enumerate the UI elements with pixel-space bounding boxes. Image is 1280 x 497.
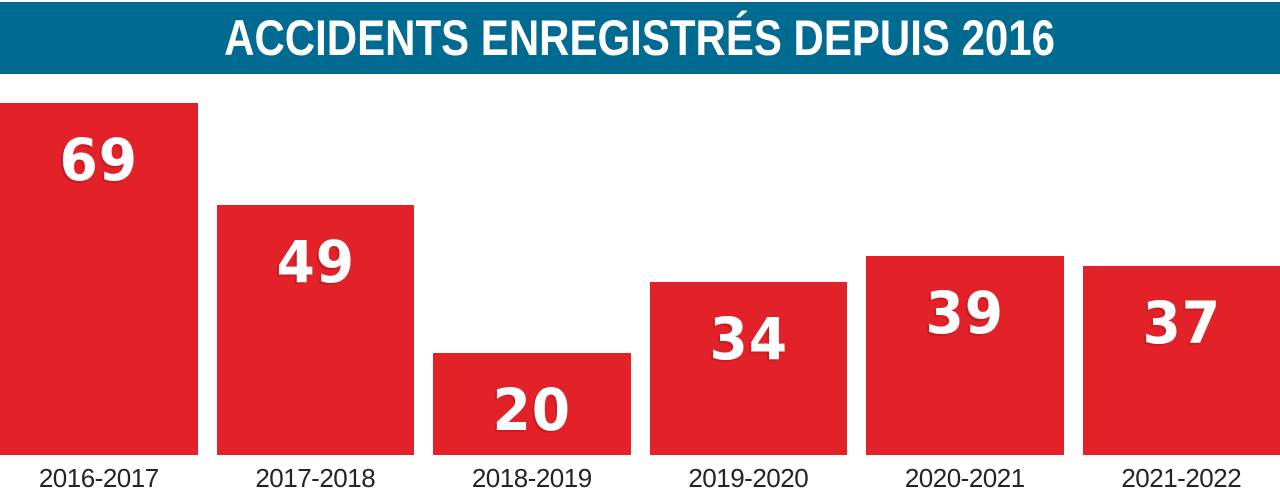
bar-value-label: 49: [275, 228, 355, 296]
x-axis-labels: 2016-2017 2017-2018 2018-2019 2019-2020 2020…: [0, 464, 1280, 493]
bar-2019-2020: 34: [649, 282, 847, 455]
bar-2016-2017: 69: [0, 103, 198, 455]
bar-chart: 69 49 20 34 39 37 2016-2017 2017-2018 2018-2019…: [0, 103, 1280, 493]
bar-value-label: 20: [492, 376, 572, 444]
bar-value-label: 37: [1141, 289, 1221, 357]
x-axis-label: 2021-2022: [1121, 463, 1242, 493]
bar-2017-2018: 49: [216, 205, 414, 455]
x-axis-label: 2018-2019: [471, 463, 592, 493]
chart-title: ACCIDENTS ENREGISTRÉS DEPUIS 2016: [224, 10, 1056, 66]
bar-value-label: 69: [59, 126, 139, 194]
x-axis-label: 2017-2018: [255, 463, 376, 493]
bar-value-label: 34: [708, 305, 788, 373]
bar-2020-2021: 39: [866, 256, 1064, 455]
x-axis-label: 2019-2020: [688, 463, 809, 493]
x-axis-label: 2016-2017: [38, 463, 159, 493]
bar-2021-2022: 37: [1082, 266, 1280, 455]
bars-area: 69 49 20 34 39 37: [0, 103, 1280, 455]
bar-value-label: 39: [925, 279, 1005, 347]
x-axis-label: 2020-2021: [904, 463, 1025, 493]
bar-2018-2019: 20: [433, 353, 631, 455]
chart-title-banner: ACCIDENTS ENREGISTRÉS DEPUIS 2016: [0, 2, 1280, 74]
